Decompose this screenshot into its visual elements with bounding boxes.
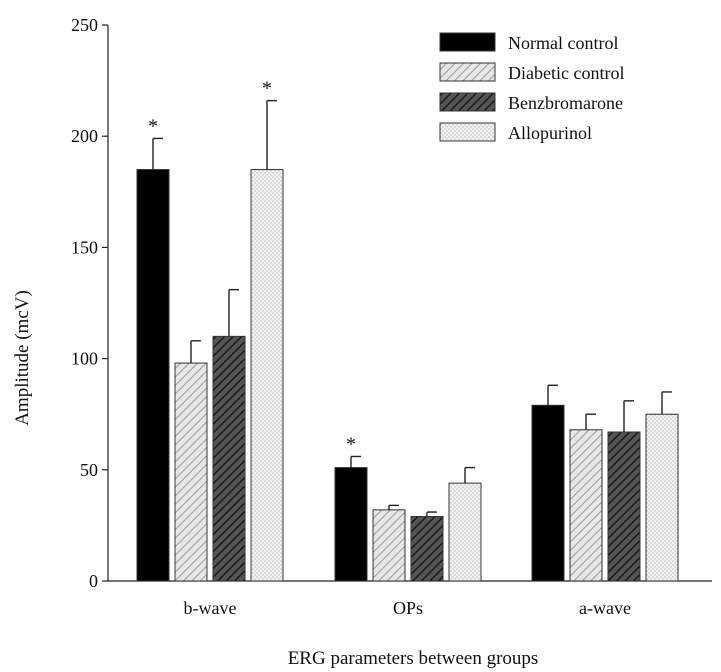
y-tick-label: 150 — [71, 237, 98, 257]
x-axis: b-wave OPs a-wave — [108, 580, 712, 618]
y-tick-label: 250 — [71, 15, 98, 35]
bar — [448, 482, 482, 582]
bars: * * * — [136, 78, 679, 582]
legend-label: Diabetic control — [508, 63, 624, 83]
legend-swatch — [439, 92, 496, 112]
legend-swatch — [439, 32, 496, 52]
x-tick-label: OPs — [393, 598, 423, 618]
significance-marker: * — [346, 433, 356, 455]
y-tick-label: 50 — [80, 460, 98, 480]
y-axis: 0 50 100 150 200 250 — [71, 15, 109, 591]
legend-swatch — [439, 62, 496, 82]
bar — [410, 516, 444, 582]
legend-label: Benzbromarone — [508, 93, 623, 113]
y-axis-label: Amplitude (mcV) — [12, 290, 33, 426]
bar — [531, 404, 565, 582]
legend-label: Allopurinol — [508, 123, 592, 143]
x-tick-label: a-wave — [579, 598, 631, 618]
bar — [372, 509, 406, 582]
x-tick-label: b-wave — [184, 598, 237, 618]
legend-swatch — [439, 122, 496, 142]
bar — [136, 169, 170, 582]
bar — [645, 413, 679, 582]
bar — [334, 467, 368, 582]
bar — [569, 429, 603, 582]
y-tick-label: 200 — [71, 126, 98, 146]
bar — [607, 431, 641, 582]
y-tick-label: 0 — [89, 571, 98, 591]
bar — [250, 169, 284, 582]
bar — [212, 335, 246, 582]
legend: Normal control Diabetic control Benzbromar… — [439, 32, 624, 143]
legend-label: Normal control — [508, 33, 618, 53]
bar — [174, 362, 208, 582]
y-tick-label: 100 — [71, 349, 98, 369]
significance-marker: * — [148, 115, 158, 137]
significance-marker: * — [262, 78, 272, 100]
x-axis-label: ERG parameters between groups — [288, 648, 539, 669]
